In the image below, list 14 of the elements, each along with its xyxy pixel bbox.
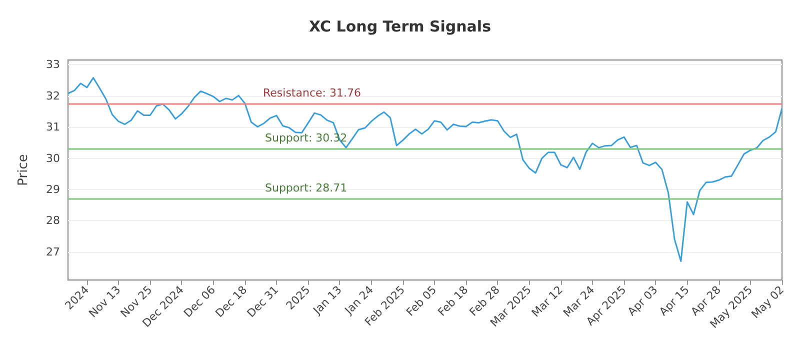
x-tick-label: Dec 31 <box>244 283 282 320</box>
y-axis-title: Price <box>16 154 31 186</box>
y-tick-label: 30 <box>46 152 60 165</box>
y-tick-label: 33 <box>46 58 60 72</box>
chart-title: XC Long Term Signals <box>309 18 492 36</box>
y-tick-label: 28 <box>46 214 60 228</box>
x-tick-label: Jan 13 <box>310 283 344 318</box>
y-tick-label: 31 <box>46 120 60 134</box>
ref-line-label: Support: 28.71 <box>265 182 348 195</box>
y-tick-label: 29 <box>46 183 60 196</box>
ref-line-label: Resistance: 31.76 <box>263 86 361 100</box>
y-tick-label: 32 <box>46 89 60 102</box>
line-series <box>67 77 783 262</box>
y-tick-label: 27 <box>46 245 60 258</box>
